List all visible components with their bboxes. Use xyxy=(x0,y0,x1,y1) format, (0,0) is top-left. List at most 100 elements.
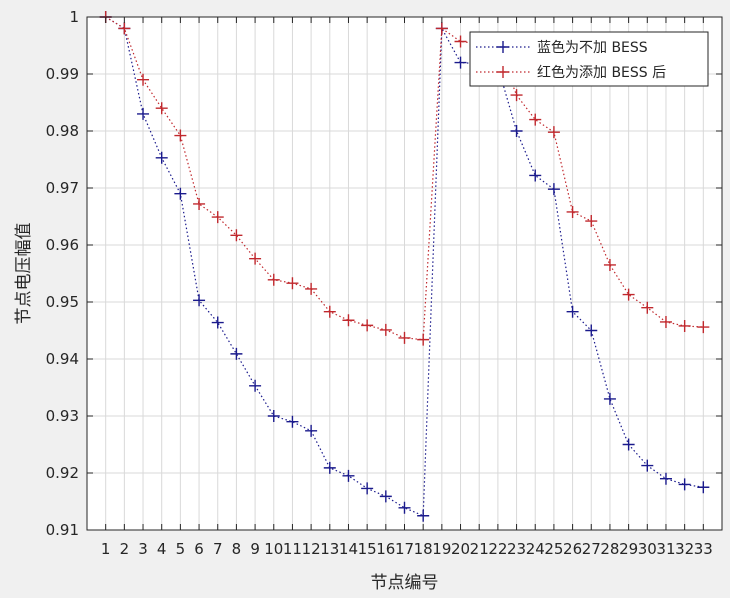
data-point-with-bess xyxy=(305,282,318,295)
data-point-no-bess xyxy=(454,56,467,69)
data-point-no-bess xyxy=(267,410,280,422)
data-point-no-bess xyxy=(641,459,654,472)
x-tick-label: 23 xyxy=(507,540,526,558)
data-point-no-bess xyxy=(155,151,168,164)
data-point-no-bess xyxy=(305,424,318,437)
data-point-no-bess xyxy=(697,481,710,494)
x-tick-label: 12 xyxy=(302,540,321,558)
x-tick-label: 31 xyxy=(656,540,675,558)
data-point-with-bess xyxy=(566,205,579,218)
x-tick-label: 4 xyxy=(157,540,167,558)
data-point-no-bess xyxy=(678,478,691,491)
y-tick-label: 0.94 xyxy=(46,350,79,368)
x-tick-label: 24 xyxy=(526,540,545,558)
data-point-no-bess xyxy=(659,472,672,485)
x-tick-label: 2 xyxy=(120,540,130,558)
data-point-no-bess xyxy=(361,482,374,495)
data-point-with-bess xyxy=(174,129,187,142)
data-point-no-bess xyxy=(566,305,579,318)
x-tick-label: 8 xyxy=(232,540,242,558)
x-axis-label: 节点编号 xyxy=(371,573,439,593)
data-point-no-bess xyxy=(137,107,150,120)
x-tick-label: 21 xyxy=(470,540,489,558)
x-tick-label: 11 xyxy=(283,540,302,558)
data-point-with-bess xyxy=(585,215,598,228)
data-point-with-bess xyxy=(342,314,355,327)
data-series xyxy=(99,11,710,522)
data-point-no-bess xyxy=(547,183,560,196)
data-point-no-bess xyxy=(379,490,392,503)
legend-entry-with-bess: 红色为添加 BESS 后 xyxy=(476,64,666,81)
data-point-no-bess xyxy=(510,125,523,137)
data-point-no-bess xyxy=(417,509,430,522)
data-point-no-bess xyxy=(249,379,262,392)
legend-label-with-bess: 红色为添加 BESS 后 xyxy=(537,64,666,81)
data-point-with-bess xyxy=(118,22,131,35)
x-tick-label: 19 xyxy=(432,540,451,558)
y-tick-label: 0.98 xyxy=(46,122,79,140)
legend-box xyxy=(469,31,709,87)
x-tick-label: 15 xyxy=(358,540,377,558)
data-point-with-bess xyxy=(641,301,654,314)
x-tick-label: 16 xyxy=(376,540,395,558)
y-tick-label: 0.93 xyxy=(46,407,79,425)
x-tick-label: 3 xyxy=(138,540,148,558)
data-point-with-bess xyxy=(155,102,168,115)
data-point-with-bess xyxy=(529,113,542,126)
x-tick-label: 13 xyxy=(320,540,339,558)
x-tick-label: 18 xyxy=(414,540,433,558)
x-tick-label: 28 xyxy=(600,540,619,558)
x-tick-label: 22 xyxy=(488,540,507,558)
x-tick-label: 33 xyxy=(694,540,713,558)
data-point-with-bess xyxy=(249,252,262,265)
x-tick-label: 20 xyxy=(451,540,470,558)
x-tick-label: 26 xyxy=(563,540,582,558)
data-point-with-bess xyxy=(547,126,560,139)
axis-ticks: 1 2 3 4 5 6 7 8 9 10 11 12 13 14 15 16 17 18 19 20 21 22 23 24 2… xyxy=(46,8,722,558)
y-tick-label: 0.96 xyxy=(46,236,79,254)
data-point-no-bess xyxy=(529,169,542,182)
data-point-no-bess xyxy=(398,501,411,514)
data-point-with-bess xyxy=(510,89,523,102)
data-point-no-bess xyxy=(193,294,206,307)
x-tick-label: 9 xyxy=(250,540,260,558)
x-tick-label: 25 xyxy=(544,540,563,558)
data-point-with-bess xyxy=(622,288,635,301)
y-tick-label: 0.92 xyxy=(46,464,79,482)
legend-marker-no-bess xyxy=(497,41,509,53)
y-tick-label: 0.99 xyxy=(46,65,79,83)
x-tick-label: 1 xyxy=(101,540,111,558)
data-point-with-bess xyxy=(603,258,616,271)
x-tick-label: 32 xyxy=(675,540,694,558)
data-point-no-bess xyxy=(342,469,355,482)
legend-entry-no-bess: 蓝色为不加 BESS xyxy=(476,39,648,56)
legend-label-no-bess: 蓝色为不加 BESS xyxy=(537,39,648,56)
data-point-with-bess xyxy=(230,229,243,242)
y-tick-label: 0.95 xyxy=(46,293,79,311)
x-tick-label: 6 xyxy=(194,540,204,558)
x-tick-label: 27 xyxy=(582,540,601,558)
x-tick-label: 7 xyxy=(213,540,223,558)
data-point-no-bess xyxy=(323,461,336,474)
y-tick-label: 0.91 xyxy=(46,521,79,539)
data-point-with-bess xyxy=(211,211,224,224)
data-point-no-bess xyxy=(585,324,598,337)
data-point-with-bess xyxy=(323,305,336,318)
x-tick-label: 17 xyxy=(395,540,414,558)
x-tick-label: 5 xyxy=(176,540,186,558)
data-point-with-bess xyxy=(398,331,411,344)
data-point-with-bess xyxy=(193,197,206,210)
legend-marker-with-bess xyxy=(497,66,509,78)
data-point-no-bess xyxy=(174,187,187,200)
data-point-no-bess xyxy=(603,392,616,405)
data-point-no-bess xyxy=(211,316,224,329)
y-axis-label: 节点电压幅值 xyxy=(14,223,34,325)
x-tick-label: 29 xyxy=(619,540,638,558)
data-point-no-bess xyxy=(230,347,243,360)
data-point-with-bess xyxy=(361,319,374,332)
data-point-with-bess xyxy=(678,319,691,332)
data-point-with-bess xyxy=(137,73,150,86)
x-tick-label: 30 xyxy=(638,540,657,558)
